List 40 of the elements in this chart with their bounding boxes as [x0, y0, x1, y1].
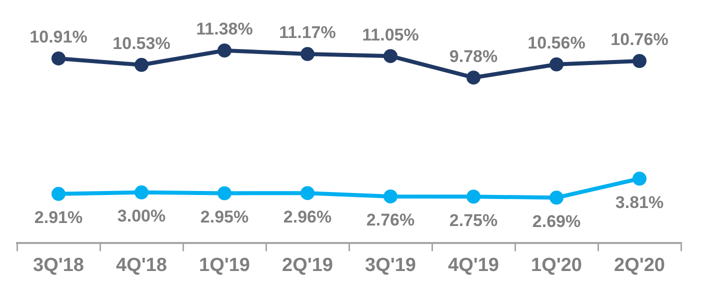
x-tick-label: 1Q'19	[199, 254, 250, 276]
point	[300, 47, 314, 62]
data-label: 2.76%	[366, 210, 415, 230]
data-label: 2.91%	[34, 208, 83, 228]
point	[300, 186, 314, 200]
x-tick-label: 3Q'19	[365, 254, 416, 276]
point	[218, 44, 232, 58]
point	[384, 49, 398, 64]
x-tick-label: 4Q'18	[116, 254, 167, 276]
data-label: 2.75%	[449, 210, 498, 230]
x-tick-label: 2Q'20	[614, 254, 665, 276]
point	[134, 185, 148, 200]
point	[384, 189, 398, 204]
point	[466, 70, 480, 85]
point	[52, 51, 66, 66]
x-tick-label: 1Q'20	[531, 254, 582, 276]
x-tick-label: 2Q'19	[282, 254, 333, 276]
point	[52, 186, 66, 201]
point	[632, 172, 646, 186]
point	[550, 57, 564, 72]
data-label: 11.05%	[362, 25, 419, 44]
data-label: 3.00%	[117, 206, 166, 226]
data-label: 10.56%	[528, 34, 586, 53]
x-tick-label: 4Q'19	[448, 254, 499, 276]
data-label: 11.38%	[196, 20, 253, 39]
data-label: 3.81%	[615, 192, 664, 212]
data-label: 11.17%	[279, 23, 336, 42]
point	[218, 186, 232, 200]
point	[632, 54, 646, 68]
point	[466, 190, 480, 204]
data-label: 2.95%	[200, 207, 249, 226]
data-label: 10.76%	[610, 30, 668, 50]
data-label: 2.69%	[532, 212, 581, 231]
point	[134, 58, 148, 72]
data-label: 9.78%	[449, 46, 498, 66]
x-tick-label: 3Q'18	[33, 254, 84, 276]
data-label: 2.96%	[283, 207, 332, 226]
data-label: 10.53%	[112, 34, 170, 54]
point	[550, 190, 564, 205]
data-label: 10.91%	[30, 28, 88, 47]
